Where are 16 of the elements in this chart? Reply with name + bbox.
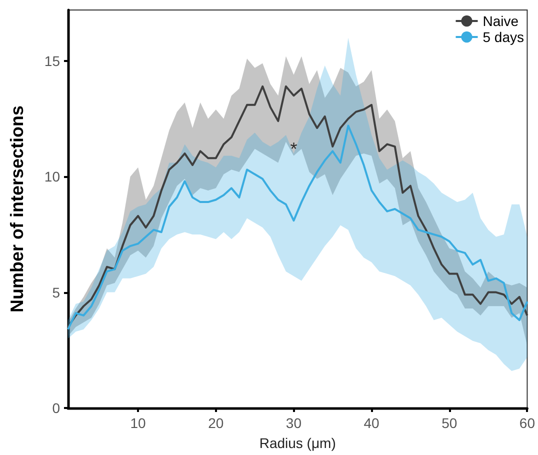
legend-label: Naive [482, 13, 519, 29]
x-tick-label: 50 [442, 415, 458, 431]
x-tick-label: 30 [286, 415, 302, 431]
x-axis-title: Radius (μm) [259, 435, 336, 451]
y-tick-label: 15 [44, 52, 60, 69]
y-tick-label: 5 [52, 284, 60, 300]
y-axis-title: Number of intersections [7, 105, 27, 313]
x-tick-label: 60 [519, 415, 536, 431]
y-tick-label: 0 [52, 400, 60, 416]
x-tick-label: 40 [364, 415, 380, 431]
annotation: * [290, 138, 298, 159]
legend-label: 5 days [482, 29, 524, 45]
x-tick-label: 20 [208, 415, 224, 431]
x-tick-label: 10 [130, 415, 146, 431]
line-series [67, 124, 528, 330]
y-tick-label: 10 [44, 168, 60, 185]
